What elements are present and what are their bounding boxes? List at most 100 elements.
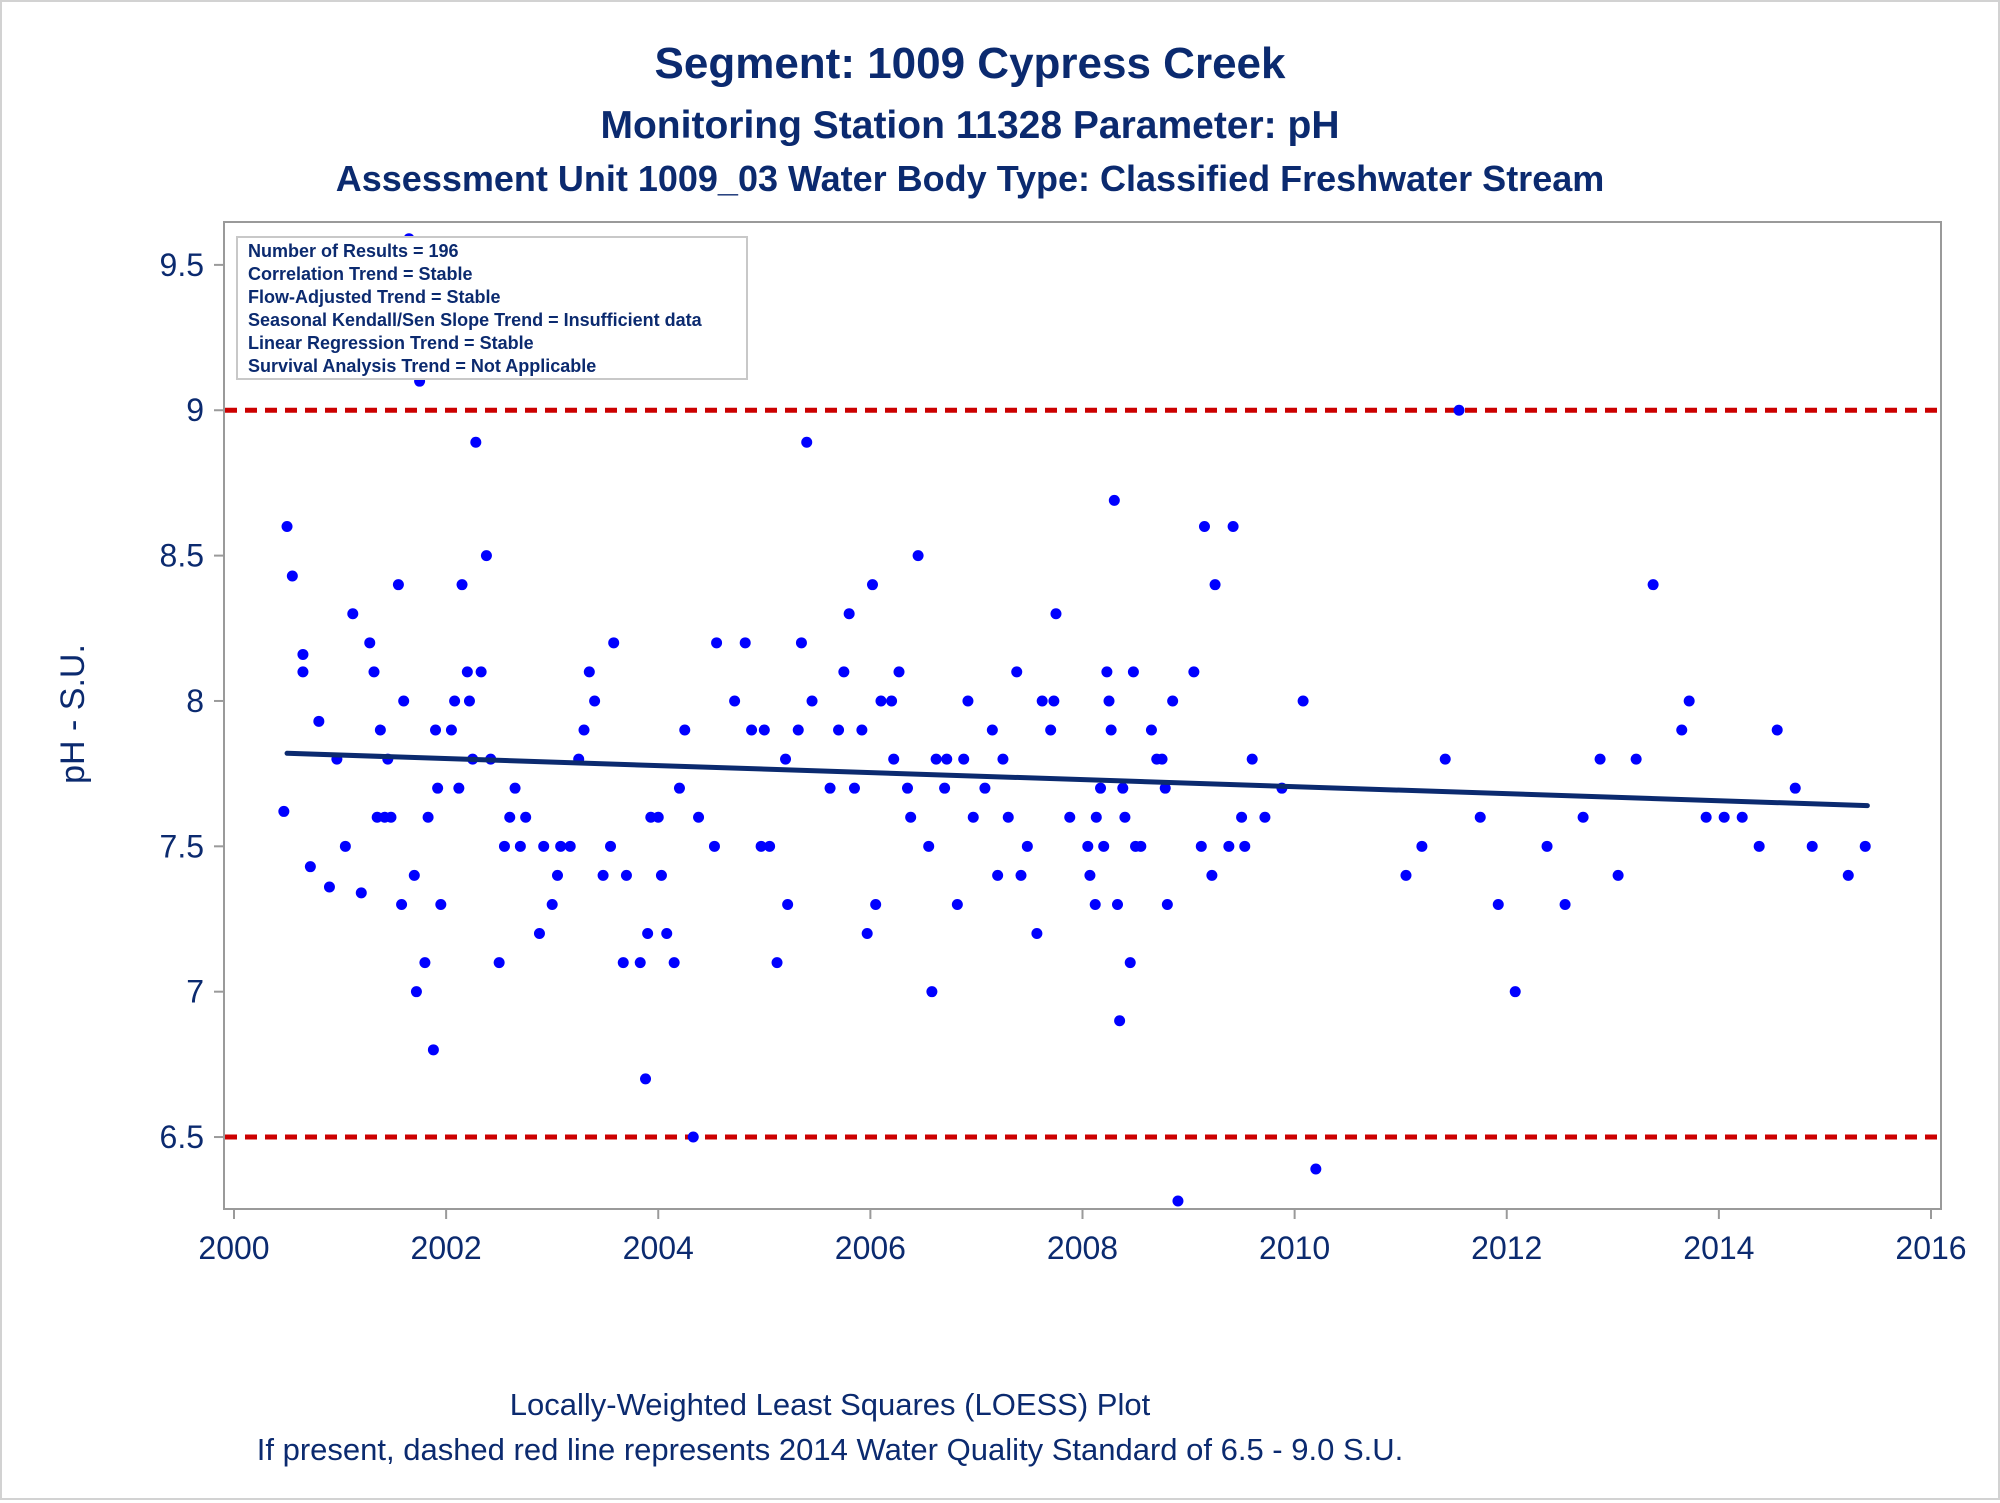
data-point <box>1048 695 1060 707</box>
data-points <box>278 233 1871 1207</box>
info-line-5: Linear Regression Trend = Stable <box>248 333 534 353</box>
data-point <box>1195 840 1207 852</box>
data-point <box>1089 898 1101 910</box>
data-point <box>992 869 1004 881</box>
data-point <box>419 957 431 969</box>
x-axis: 2000 2002 2004 2006 2008 2010 2012 2014 2016 <box>198 1209 1967 1266</box>
data-point <box>480 550 492 562</box>
y-axis: 6.5 7 7.5 8 8.5 9 9.5 <box>160 247 224 1155</box>
data-point <box>926 986 938 998</box>
data-point <box>1577 811 1589 823</box>
data-point <box>1400 869 1412 881</box>
data-point <box>1559 898 1571 910</box>
data-point <box>951 898 963 910</box>
data-point <box>905 811 917 823</box>
data-point <box>668 957 680 969</box>
data-point <box>1239 840 1251 852</box>
data-point <box>941 753 953 765</box>
data-point <box>795 637 807 649</box>
x-tick-label: 2014 <box>1683 1230 1754 1266</box>
data-point <box>1594 753 1606 765</box>
data-point <box>824 782 836 794</box>
data-point <box>1236 811 1248 823</box>
data-point <box>1474 811 1486 823</box>
data-point <box>1101 666 1113 678</box>
data-point <box>620 869 632 881</box>
data-point <box>1103 695 1115 707</box>
data-point <box>1198 521 1210 533</box>
data-point <box>286 570 298 582</box>
data-point <box>801 436 813 448</box>
data-point <box>806 695 818 707</box>
data-point <box>967 811 979 823</box>
data-point <box>1098 840 1110 852</box>
data-point <box>958 753 970 765</box>
data-point <box>843 608 855 620</box>
x-tick-label: 2012 <box>1471 1230 1542 1266</box>
data-point <box>1439 753 1451 765</box>
data-point <box>939 782 951 794</box>
y-tick-label: 6.5 <box>160 1119 204 1155</box>
data-point <box>1002 811 1014 823</box>
data-point <box>739 637 751 649</box>
data-point <box>1084 869 1096 881</box>
plot-area <box>223 221 1942 1210</box>
info-line-4: Seasonal Kendall/Sen Slope Trend = Insuf… <box>248 310 703 330</box>
data-point <box>1541 840 1553 852</box>
data-point <box>1453 404 1465 416</box>
data-point <box>870 898 882 910</box>
data-point <box>1159 782 1171 794</box>
data-point <box>979 782 991 794</box>
chart-title: Segment: 1009 Cypress Creek <box>655 39 1287 88</box>
data-point <box>1031 928 1043 940</box>
data-point <box>463 695 475 707</box>
footnote-1: Locally-Weighted Least Squares (LOESS) P… <box>510 1387 1151 1422</box>
data-point <box>1223 840 1235 852</box>
y-tick-label: 8 <box>186 683 204 719</box>
x-tick-label: 2004 <box>623 1230 694 1266</box>
standard-lines <box>225 407 1940 1140</box>
trend-line <box>284 750 1870 809</box>
data-point <box>1683 695 1695 707</box>
data-point <box>861 928 873 940</box>
data-point <box>453 782 465 794</box>
data-point <box>893 666 905 678</box>
data-point <box>1064 811 1076 823</box>
data-point <box>1124 957 1136 969</box>
data-point <box>1082 840 1094 852</box>
data-point <box>564 840 576 852</box>
data-point <box>498 840 510 852</box>
chart-subtitle: Monitoring Station 11328 Parameter: pH <box>600 104 1339 147</box>
data-point <box>962 695 974 707</box>
data-point <box>764 840 776 852</box>
data-point <box>782 898 794 910</box>
data-point <box>608 637 620 649</box>
data-point <box>1416 840 1428 852</box>
data-point <box>1172 1195 1184 1207</box>
data-point <box>1227 521 1239 533</box>
data-point <box>355 887 367 899</box>
data-point <box>758 724 770 736</box>
data-point <box>1647 579 1659 591</box>
data-point <box>901 782 913 794</box>
data-point <box>1050 608 1062 620</box>
data-point <box>392 579 404 591</box>
data-point <box>1127 666 1139 678</box>
data-point <box>427 1044 439 1056</box>
data-point <box>509 782 521 794</box>
data-point <box>923 840 935 852</box>
data-point <box>432 782 444 794</box>
data-point <box>533 928 545 940</box>
data-point <box>1206 869 1218 881</box>
data-point <box>1789 782 1801 794</box>
data-point <box>1021 840 1033 852</box>
info-line-6: Survival Analysis Trend = Not Applicable <box>248 356 596 376</box>
data-point <box>1036 695 1048 707</box>
data-point <box>642 928 654 940</box>
data-point <box>313 715 325 727</box>
data-point <box>1108 494 1120 506</box>
data-point <box>617 957 629 969</box>
data-point <box>708 840 720 852</box>
x-tick-label: 2016 <box>1895 1230 1966 1266</box>
data-point <box>297 648 309 660</box>
